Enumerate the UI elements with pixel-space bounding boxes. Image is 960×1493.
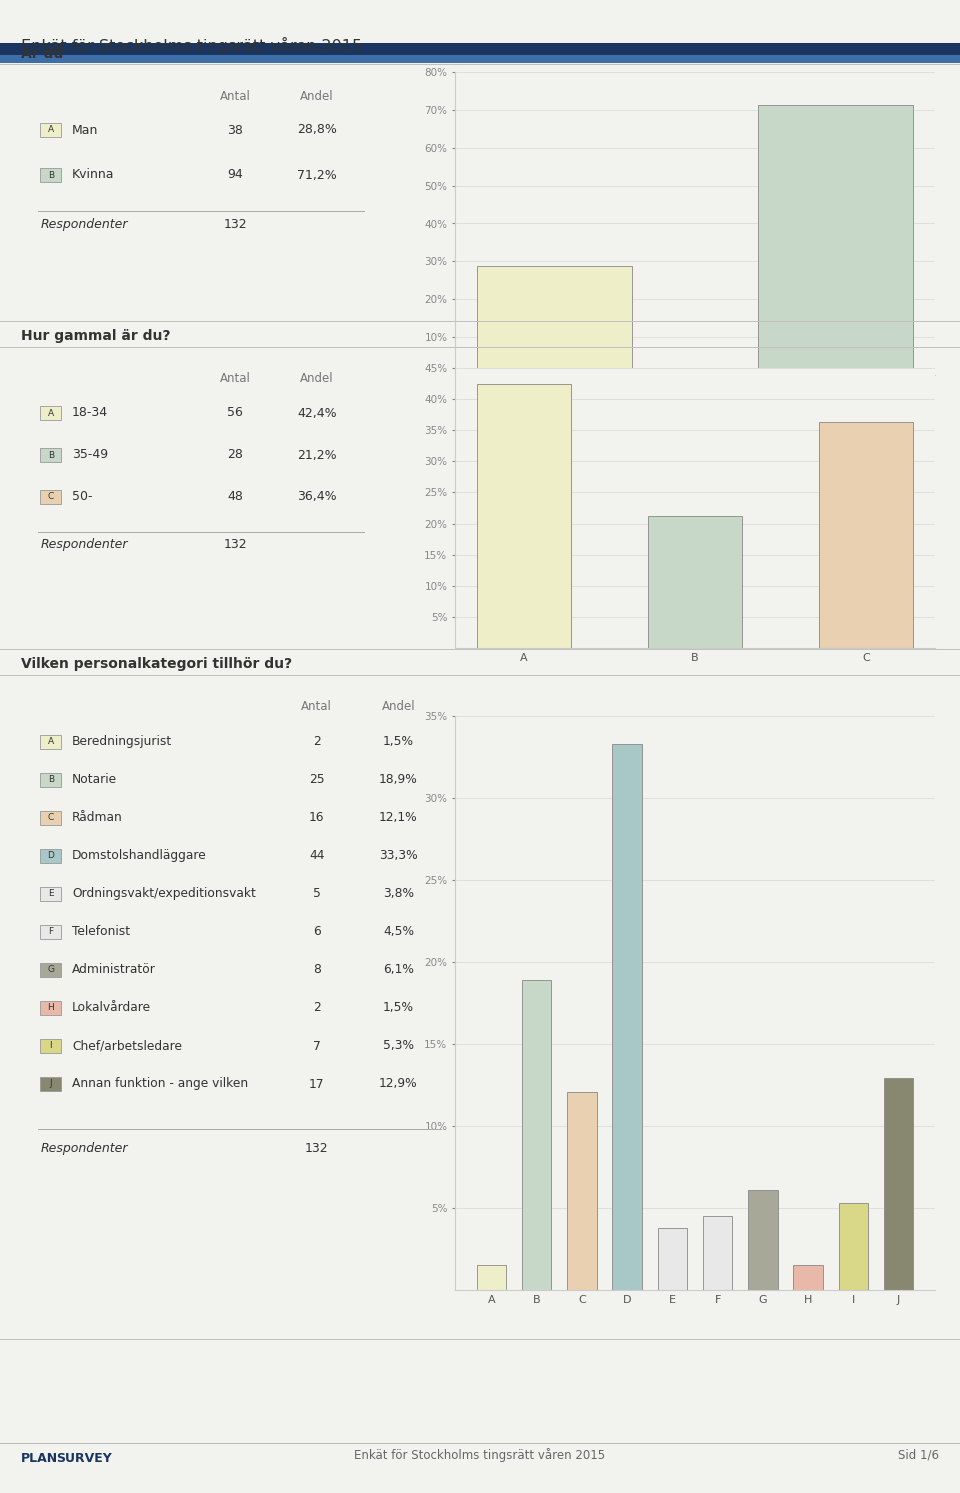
Text: G: G xyxy=(47,966,55,975)
Text: 1,5%: 1,5% xyxy=(383,1002,414,1015)
Text: 18-34: 18-34 xyxy=(72,406,108,420)
Bar xyxy=(748,1190,778,1290)
Text: 3,8%: 3,8% xyxy=(383,887,414,900)
Text: Antal: Antal xyxy=(220,372,251,385)
Text: 33,3%: 33,3% xyxy=(379,850,418,863)
Text: B: B xyxy=(48,775,54,784)
Text: 42,4%: 42,4% xyxy=(297,406,337,420)
Text: 16: 16 xyxy=(309,812,324,824)
Text: Sid 1/6: Sid 1/6 xyxy=(898,1450,939,1462)
Bar xyxy=(839,1203,868,1290)
Text: 38: 38 xyxy=(228,124,243,136)
Text: Hur gammal är du?: Hur gammal är du? xyxy=(21,328,171,343)
Text: E: E xyxy=(48,890,54,899)
Text: 12,1%: 12,1% xyxy=(379,812,418,824)
Text: SURVEY: SURVEY xyxy=(56,1453,111,1465)
Bar xyxy=(477,1266,506,1290)
Text: F: F xyxy=(48,927,54,936)
Text: Kvinna: Kvinna xyxy=(72,169,114,182)
Text: 18,9%: 18,9% xyxy=(379,773,418,787)
Text: Respondenter: Respondenter xyxy=(40,537,128,551)
Text: 71,2%: 71,2% xyxy=(297,169,337,182)
Bar xyxy=(758,106,913,375)
Text: Andel: Andel xyxy=(381,700,416,714)
Text: 94: 94 xyxy=(228,169,243,182)
Text: 5: 5 xyxy=(313,887,321,900)
Bar xyxy=(884,1078,913,1290)
Text: 5,3%: 5,3% xyxy=(383,1039,414,1053)
Text: Telefonist: Telefonist xyxy=(72,926,131,939)
Bar xyxy=(522,979,551,1290)
Text: 36,4%: 36,4% xyxy=(297,491,337,503)
Text: C: C xyxy=(48,493,54,502)
Text: Är du: Är du xyxy=(21,46,63,61)
Text: D: D xyxy=(47,851,55,860)
Text: Annan funktion - ange vilken: Annan funktion - ange vilken xyxy=(72,1078,248,1090)
Text: PLAN: PLAN xyxy=(21,1453,59,1465)
Bar xyxy=(648,517,742,648)
Text: Notarie: Notarie xyxy=(72,773,117,787)
Text: Man: Man xyxy=(72,124,98,136)
Text: B: B xyxy=(48,170,54,179)
Text: Lokalvårdare: Lokalvårdare xyxy=(72,1002,151,1015)
Text: Chef/arbetsledare: Chef/arbetsledare xyxy=(72,1039,182,1053)
Text: 21,2%: 21,2% xyxy=(297,448,337,461)
Text: Respondenter: Respondenter xyxy=(40,1142,128,1156)
Text: 17: 17 xyxy=(309,1078,324,1090)
Text: Rådman: Rådman xyxy=(72,812,123,824)
Text: 6,1%: 6,1% xyxy=(383,963,414,976)
Text: Respondenter: Respondenter xyxy=(40,218,128,231)
Text: Enkät för Stockholms tingsrätt våren 2015: Enkät för Stockholms tingsrätt våren 201… xyxy=(354,1448,606,1462)
Bar xyxy=(703,1217,732,1290)
Text: 35-49: 35-49 xyxy=(72,448,108,461)
Text: Vilken personalkategori tillhör du?: Vilken personalkategori tillhör du? xyxy=(21,657,292,670)
Text: Beredningsjurist: Beredningsjurist xyxy=(72,736,172,748)
Text: Antal: Antal xyxy=(220,90,251,103)
Text: 132: 132 xyxy=(305,1142,328,1156)
Bar xyxy=(819,421,913,648)
Text: 48: 48 xyxy=(228,491,243,503)
Text: A: A xyxy=(48,409,54,418)
Text: 44: 44 xyxy=(309,850,324,863)
Text: 2: 2 xyxy=(313,1002,321,1015)
Text: A: A xyxy=(48,738,54,746)
Bar xyxy=(612,744,642,1290)
Text: C: C xyxy=(48,814,54,823)
Text: Antal: Antal xyxy=(301,700,332,714)
Text: 2: 2 xyxy=(313,736,321,748)
Bar xyxy=(477,384,571,648)
Text: J: J xyxy=(50,1079,52,1088)
Text: 12,9%: 12,9% xyxy=(379,1078,418,1090)
Text: A: A xyxy=(48,125,54,134)
Text: 25: 25 xyxy=(309,773,324,787)
Text: 50-: 50- xyxy=(72,491,92,503)
Text: Administratör: Administratör xyxy=(72,963,156,976)
Text: Andel: Andel xyxy=(300,90,334,103)
Text: Domstolshandläggare: Domstolshandläggare xyxy=(72,850,206,863)
Text: 28: 28 xyxy=(228,448,243,461)
Text: 8: 8 xyxy=(313,963,321,976)
Bar xyxy=(477,266,632,375)
Text: 7: 7 xyxy=(313,1039,321,1053)
Text: H: H xyxy=(47,1003,55,1012)
Text: Enkät för Stockholms tingsrätt våren 2015: Enkät för Stockholms tingsrätt våren 201… xyxy=(21,36,362,54)
Text: Andel: Andel xyxy=(300,372,334,385)
Text: B: B xyxy=(48,451,54,460)
Bar xyxy=(793,1266,823,1290)
Text: I: I xyxy=(50,1042,52,1051)
Bar xyxy=(658,1227,687,1290)
Text: 6: 6 xyxy=(313,926,321,939)
Text: 132: 132 xyxy=(224,218,247,231)
Text: 1,5%: 1,5% xyxy=(383,736,414,748)
Text: 28,8%: 28,8% xyxy=(297,124,337,136)
Text: 4,5%: 4,5% xyxy=(383,926,414,939)
Bar xyxy=(567,1091,597,1290)
Text: 56: 56 xyxy=(228,406,243,420)
Text: Ordningsvakt/expeditionsvakt: Ordningsvakt/expeditionsvakt xyxy=(72,887,256,900)
Text: 132: 132 xyxy=(224,537,247,551)
